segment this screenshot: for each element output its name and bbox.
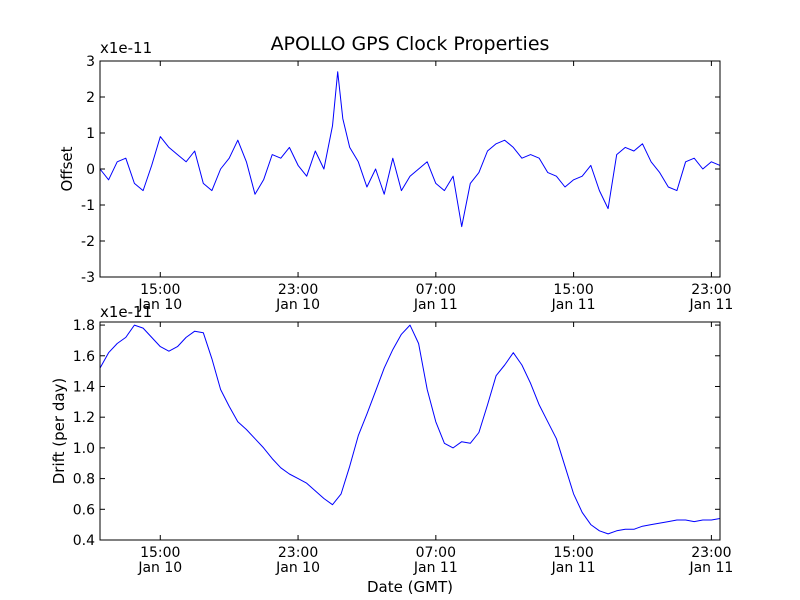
drift-x-tick-date: Jan 10	[275, 560, 320, 576]
offset-y-tick-label: 1	[86, 126, 95, 142]
drift-y-axis-label: Drift (per day)	[50, 378, 68, 485]
drift-y-tick-label: 0.4	[73, 533, 95, 549]
offset-y-tick-label: -1	[81, 198, 95, 214]
offset-y-tick-label: 2	[86, 90, 95, 106]
offset-x-tick-date: Jan 10	[275, 297, 320, 313]
offset-x-tick-time: 07:00	[416, 282, 456, 298]
drift-x-tick-date: Jan 11	[413, 560, 458, 576]
drift-x-tick-date: Jan 10	[137, 560, 182, 576]
offset-x-tick-time: 15:00	[553, 282, 593, 298]
drift-x-tick-time: 23:00	[278, 545, 318, 561]
offset-axes-frame	[99, 60, 721, 278]
offset-y-tick-label: -3	[81, 270, 95, 286]
drift-y-tick-label: 1.0	[73, 441, 95, 457]
drift-x-tick-time: 23:00	[691, 545, 731, 561]
drift-y-tick-label: 0.6	[73, 502, 95, 518]
drift-x-tick-time: 15:00	[553, 545, 593, 561]
drift-series-line	[99, 324, 721, 535]
offset-y-axis-label: Offset	[58, 146, 76, 191]
offset-y-tick-label: -2	[81, 234, 95, 250]
offset-x-tick-date: Jan 11	[551, 297, 596, 313]
offset-y-multiplier: x1e-11	[100, 39, 152, 57]
drift-x-tick-date: Jan 11	[551, 560, 596, 576]
offset-y-tick-label: 0	[86, 162, 95, 178]
offset-x-tick-time: 23:00	[691, 282, 731, 298]
drift-panel: x1e-11 Drift (per day) Date (GMT) 1.8 1.6…	[50, 303, 733, 596]
offset-y-tick-label: 3	[86, 54, 95, 70]
offset-x-tick-date: Jan 11	[688, 297, 733, 313]
chart-title: APOLLO GPS Clock Properties	[271, 33, 550, 55]
drift-y-tick-label: 1.8	[73, 318, 95, 334]
offset-x-tick-time: 15:00	[140, 282, 180, 298]
offset-x-tick-time: 23:00	[278, 282, 318, 298]
drift-y-multiplier: x1e-11	[100, 303, 152, 321]
offset-x-tick-date: Jan 11	[413, 297, 458, 313]
drift-y-tick-label: 0.8	[73, 472, 95, 488]
drift-axes-frame	[99, 321, 721, 541]
offset-series-line	[99, 71, 721, 228]
drift-y-tick-label: 1.2	[73, 410, 95, 426]
drift-y-tick-label: 1.4	[73, 379, 95, 395]
x-axis-label: Date (GMT)	[367, 578, 453, 596]
offset-x-tick-date: Jan 10	[137, 297, 182, 313]
drift-x-tick-time: 15:00	[140, 545, 180, 561]
drift-x-tick-date: Jan 11	[688, 560, 733, 576]
drift-x-tick-time: 07:00	[416, 545, 456, 561]
drift-y-tick-label: 1.6	[73, 349, 95, 365]
